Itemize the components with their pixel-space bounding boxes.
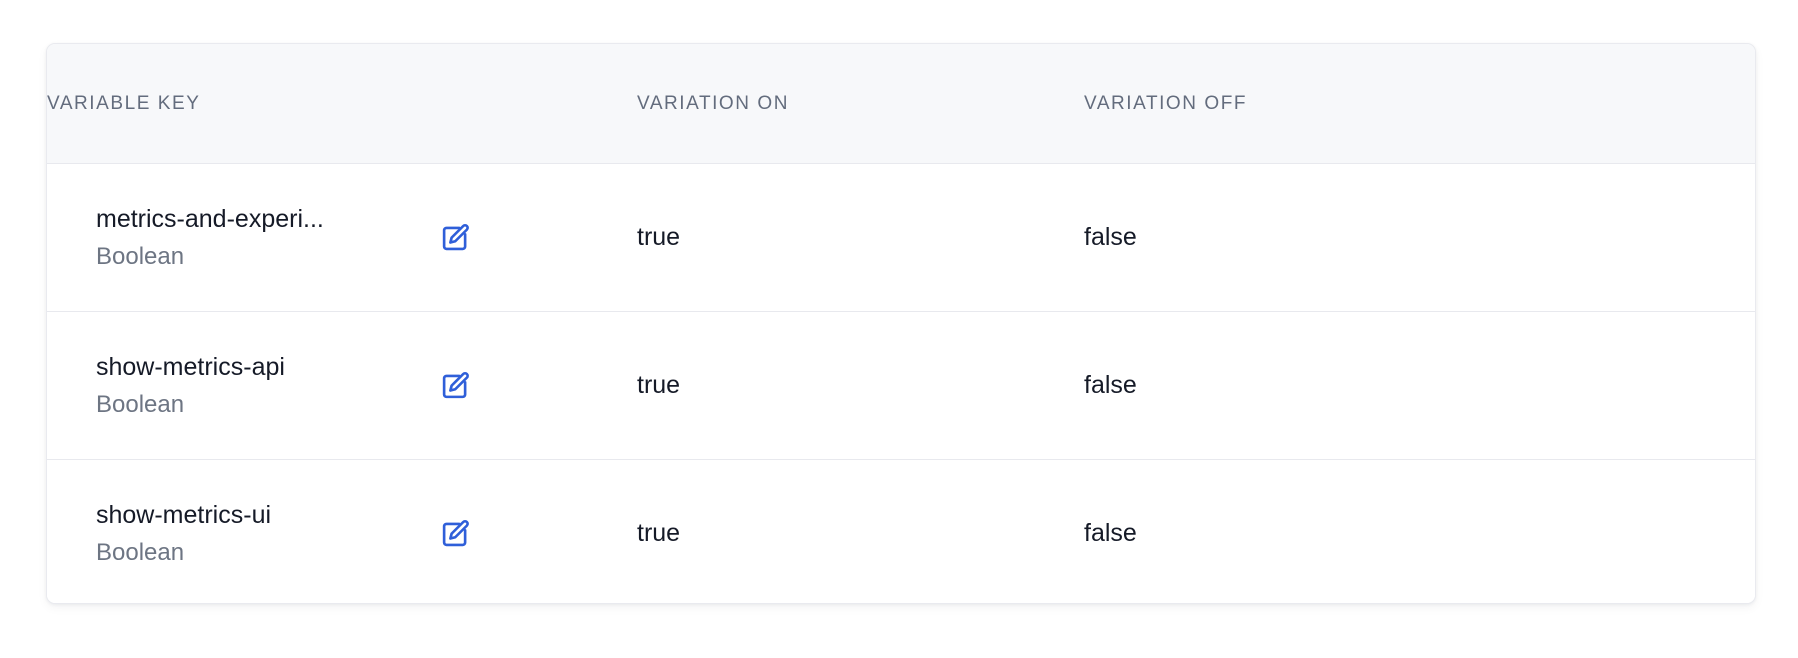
- variable-key-name: show-metrics-api: [96, 352, 285, 381]
- variable-key-text-group: metrics-and-experi... Boolean: [96, 203, 434, 273]
- variable-key-group: show-metrics-api Boolean: [47, 351, 637, 421]
- table-header: VARIABLE KEY VARIATION ON VARIATION OFF: [47, 44, 1755, 164]
- edit-pencil-square-icon: [440, 519, 470, 549]
- cell-variation-off: false: [1084, 459, 1755, 603]
- table-header-row: VARIABLE KEY VARIATION ON VARIATION OFF: [47, 44, 1755, 164]
- cell-variable-key: show-metrics-api Boolean: [47, 311, 637, 460]
- variable-key-name: metrics-and-experi...: [96, 204, 324, 233]
- cell-variation-on: true: [637, 164, 1084, 312]
- table-row: metrics-and-experi... Boolean: [47, 163, 1755, 312]
- cell-variation-off: false: [1084, 164, 1755, 312]
- table-row: show-metrics-api Boolean: [47, 311, 1755, 460]
- variable-key-type: Boolean: [96, 243, 185, 271]
- variable-key-type: Boolean: [96, 539, 185, 567]
- column-header-variation-on: VARIATION ON: [637, 44, 1084, 164]
- variable-key-name: show-metrics-ui: [96, 500, 272, 529]
- variation-on-value: true: [637, 519, 681, 548]
- cell-variable-key: metrics-and-experi... Boolean: [47, 164, 637, 312]
- variation-on-value: true: [637, 371, 681, 400]
- variable-key-group: metrics-and-experi... Boolean: [47, 203, 637, 273]
- variation-off-value: false: [1084, 371, 1137, 400]
- edit-pencil-square-icon: [440, 223, 470, 253]
- variation-on-value: true: [637, 223, 681, 252]
- variable-key-text-group: show-metrics-api Boolean: [96, 351, 434, 421]
- variable-key-text-group: show-metrics-ui Boolean: [96, 499, 434, 569]
- column-header-variation-off: VARIATION OFF: [1084, 44, 1755, 164]
- column-header-variable-key: VARIABLE KEY: [47, 44, 637, 164]
- table-body: metrics-and-experi... Boolean: [47, 163, 1755, 603]
- edit-variable-button[interactable]: [438, 517, 472, 551]
- edit-variable-button[interactable]: [438, 369, 472, 403]
- cell-variable-key: show-metrics-ui Boolean: [47, 459, 637, 603]
- variable-key-group: show-metrics-ui Boolean: [47, 499, 637, 569]
- variables-table: VARIABLE KEY VARIATION ON VARIATION OFF …: [47, 44, 1755, 603]
- table-row: show-metrics-ui Boolean: [47, 459, 1755, 603]
- variation-off-value: false: [1084, 519, 1137, 548]
- variables-table-card: VARIABLE KEY VARIATION ON VARIATION OFF …: [46, 43, 1756, 604]
- edit-pencil-square-icon: [440, 371, 470, 401]
- cell-variation-on: true: [637, 459, 1084, 603]
- variation-off-value: false: [1084, 223, 1137, 252]
- cell-variation-off: false: [1084, 311, 1755, 460]
- variable-key-type: Boolean: [96, 391, 185, 419]
- cell-variation-on: true: [637, 311, 1084, 460]
- edit-variable-button[interactable]: [438, 221, 472, 255]
